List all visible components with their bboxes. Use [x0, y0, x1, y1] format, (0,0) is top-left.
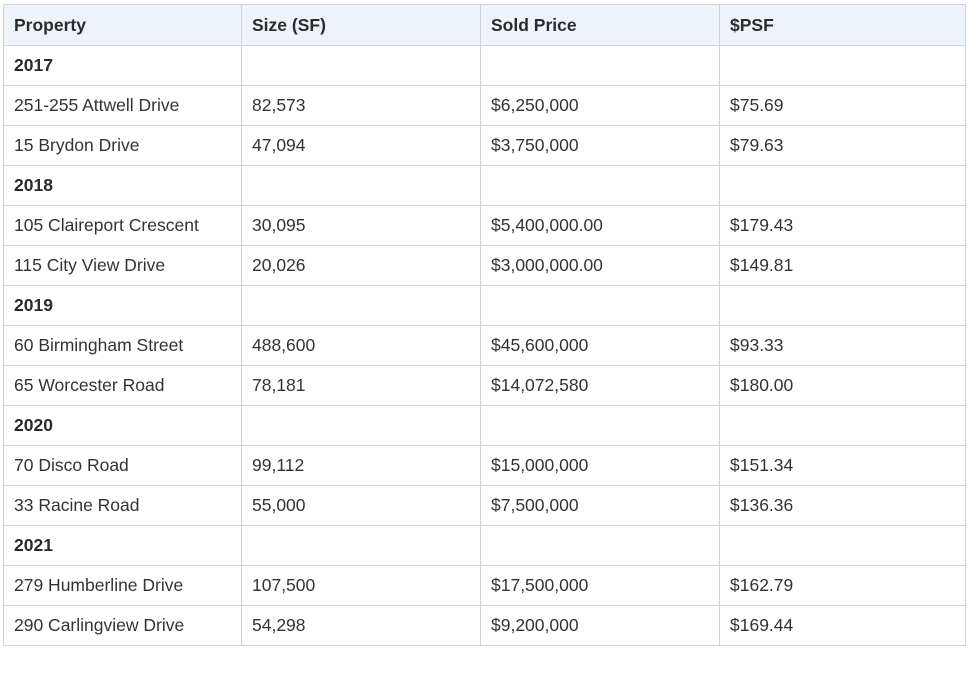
empty-cell: [241, 45, 481, 86]
header-sold-price: Sold Price: [480, 4, 720, 46]
cell-size: 20,026: [241, 245, 481, 286]
cell-psf: $93.33: [719, 325, 966, 366]
cell-size: 30,095: [241, 205, 481, 246]
table-row: 115 City View Drive 20,026 $3,000,000.00…: [3, 245, 966, 286]
empty-cell: [480, 285, 720, 326]
empty-cell: [719, 285, 966, 326]
year-row: 2020: [3, 405, 966, 446]
sales-table-container: Property Size (SF) Sold Price $PSF 2017 …: [3, 4, 966, 646]
cell-sold-price: $6,250,000: [480, 85, 720, 126]
empty-cell: [719, 45, 966, 86]
table-row: 105 Claireport Crescent 30,095 $5,400,00…: [3, 205, 966, 246]
year-label: 2018: [3, 165, 242, 206]
empty-cell: [241, 285, 481, 326]
cell-psf: $162.79: [719, 565, 966, 606]
cell-sold-price: $9,200,000: [480, 605, 720, 646]
table-header: Property Size (SF) Sold Price $PSF: [3, 4, 966, 46]
table-body: 2017 251-255 Attwell Drive 82,573 $6,250…: [3, 45, 966, 646]
cell-sold-price: $17,500,000: [480, 565, 720, 606]
cell-size: 78,181: [241, 365, 481, 406]
cell-property: 279 Humberline Drive: [3, 565, 242, 606]
cell-psf: $136.36: [719, 485, 966, 526]
empty-cell: [480, 165, 720, 206]
cell-sold-price: $7,500,000: [480, 485, 720, 526]
sales-table: Property Size (SF) Sold Price $PSF 2017 …: [3, 4, 966, 646]
header-row: Property Size (SF) Sold Price $PSF: [3, 4, 966, 46]
cell-property: 70 Disco Road: [3, 445, 242, 486]
table-row: 60 Birmingham Street 488,600 $45,600,000…: [3, 325, 966, 366]
cell-psf: $79.63: [719, 125, 966, 166]
year-row: 2019: [3, 285, 966, 326]
cell-property: 115 City View Drive: [3, 245, 242, 286]
year-row: 2018: [3, 165, 966, 206]
empty-cell: [241, 405, 481, 446]
cell-size: 54,298: [241, 605, 481, 646]
empty-cell: [480, 45, 720, 86]
year-row: 2021: [3, 525, 966, 566]
cell-property: 290 Carlingview Drive: [3, 605, 242, 646]
header-property: Property: [3, 4, 242, 46]
table-row: 70 Disco Road 99,112 $15,000,000 $151.34: [3, 445, 966, 486]
cell-sold-price: $15,000,000: [480, 445, 720, 486]
empty-cell: [719, 165, 966, 206]
cell-sold-price: $45,600,000: [480, 325, 720, 366]
year-row: 2017: [3, 45, 966, 86]
header-size: Size (SF): [241, 4, 481, 46]
cell-psf: $75.69: [719, 85, 966, 126]
empty-cell: [480, 405, 720, 446]
cell-sold-price: $3,750,000: [480, 125, 720, 166]
cell-psf: $180.00: [719, 365, 966, 406]
cell-size: 47,094: [241, 125, 481, 166]
empty-cell: [719, 525, 966, 566]
empty-cell: [480, 525, 720, 566]
cell-size: 99,112: [241, 445, 481, 486]
cell-size: 82,573: [241, 85, 481, 126]
empty-cell: [241, 165, 481, 206]
table-row: 279 Humberline Drive 107,500 $17,500,000…: [3, 565, 966, 606]
cell-size: 55,000: [241, 485, 481, 526]
header-psf: $PSF: [719, 4, 966, 46]
empty-cell: [241, 525, 481, 566]
cell-psf: $151.34: [719, 445, 966, 486]
year-label: 2019: [3, 285, 242, 326]
cell-property: 15 Brydon Drive: [3, 125, 242, 166]
table-row: 33 Racine Road 55,000 $7,500,000 $136.36: [3, 485, 966, 526]
cell-psf: $169.44: [719, 605, 966, 646]
table-row: 15 Brydon Drive 47,094 $3,750,000 $79.63: [3, 125, 966, 166]
table-row: 65 Worcester Road 78,181 $14,072,580 $18…: [3, 365, 966, 406]
cell-size: 488,600: [241, 325, 481, 366]
cell-property: 60 Birmingham Street: [3, 325, 242, 366]
year-label: 2017: [3, 45, 242, 86]
cell-size: 107,500: [241, 565, 481, 606]
year-label: 2021: [3, 525, 242, 566]
cell-psf: $179.43: [719, 205, 966, 246]
cell-property: 251-255 Attwell Drive: [3, 85, 242, 126]
cell-sold-price: $3,000,000.00: [480, 245, 720, 286]
cell-property: 105 Claireport Crescent: [3, 205, 242, 246]
cell-sold-price: $14,072,580: [480, 365, 720, 406]
table-row: 290 Carlingview Drive 54,298 $9,200,000 …: [3, 605, 966, 646]
empty-cell: [719, 405, 966, 446]
cell-property: 33 Racine Road: [3, 485, 242, 526]
cell-psf: $149.81: [719, 245, 966, 286]
cell-sold-price: $5,400,000.00: [480, 205, 720, 246]
year-label: 2020: [3, 405, 242, 446]
cell-property: 65 Worcester Road: [3, 365, 242, 406]
table-row: 251-255 Attwell Drive 82,573 $6,250,000 …: [3, 85, 966, 126]
